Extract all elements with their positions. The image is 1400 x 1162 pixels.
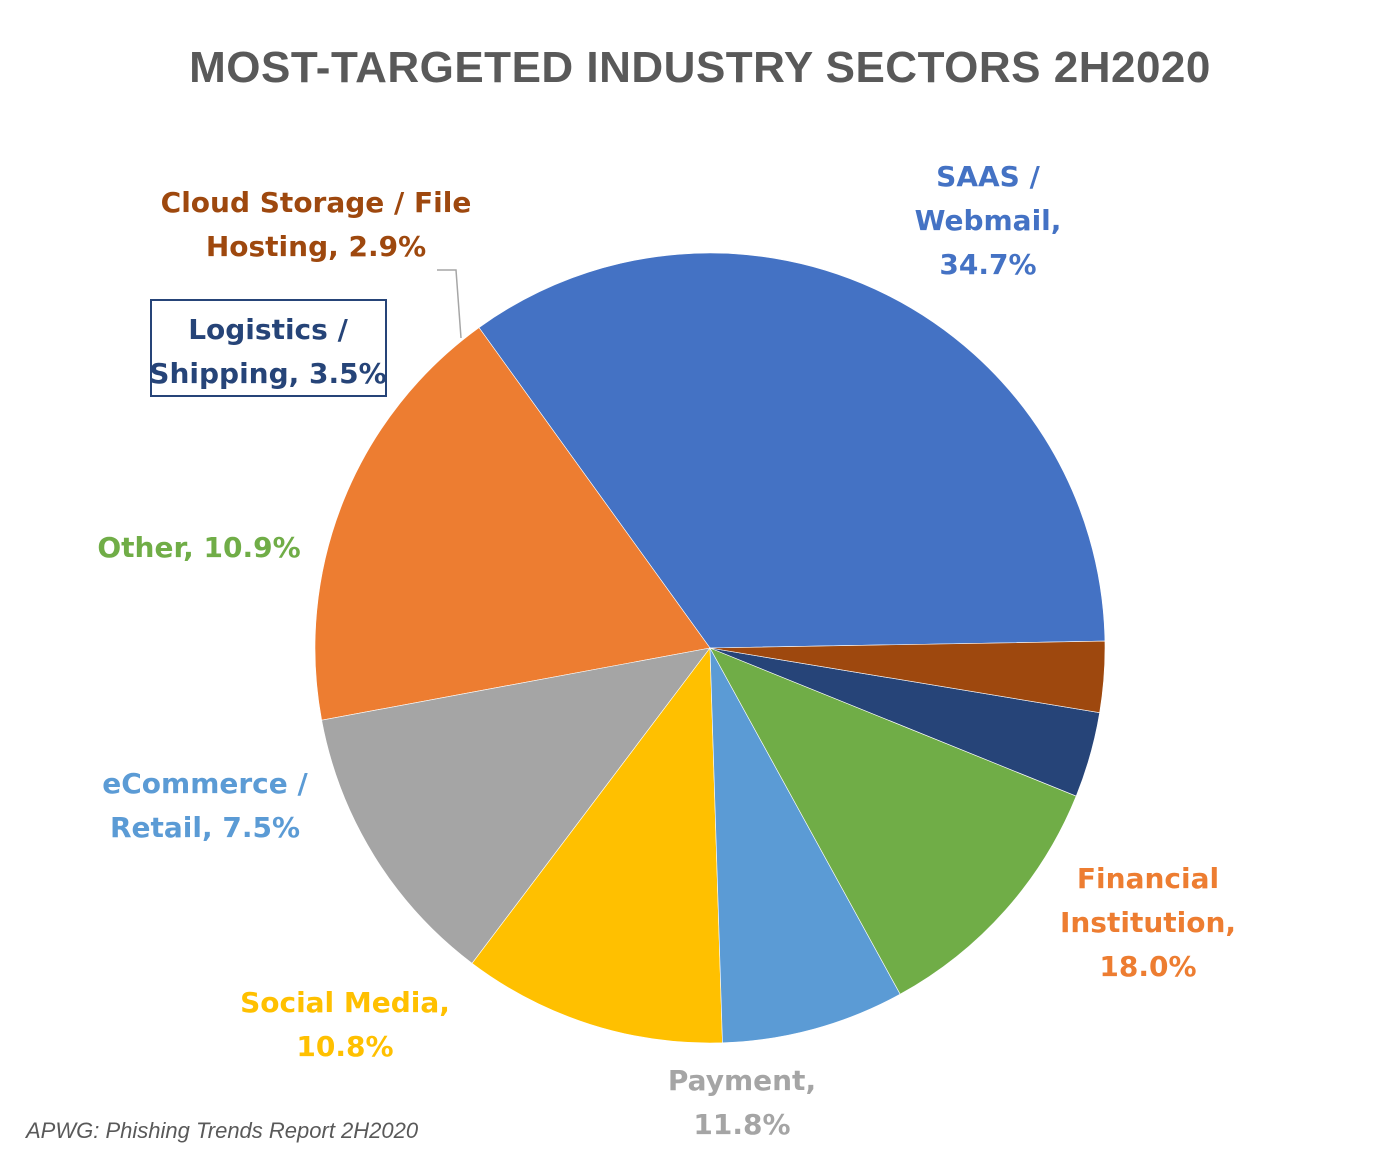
data-label-line: Hosting, 2.9% xyxy=(206,230,426,263)
pie-slice-ecommerce-retail xyxy=(709,647,901,1044)
data-label-line: Social Media, xyxy=(240,986,450,1019)
pie-slice-saas-webmail xyxy=(478,252,1106,649)
data-label-line: Shipping, 3.5% xyxy=(149,357,386,390)
pie-slice-cloud-storage-file-hosting xyxy=(709,640,1106,714)
pie-slice-financial-institution xyxy=(314,327,711,721)
data-label-line: Retail, 7.5% xyxy=(110,811,300,844)
data-label-line: SAAS / xyxy=(936,160,1040,193)
leader-line-cloud-storage-file-hosting xyxy=(437,269,462,339)
pie-slice-other xyxy=(709,647,1077,995)
data-label-other: Other, 10.9% xyxy=(97,531,300,564)
data-label-line: Logistics / xyxy=(188,313,348,346)
data-label-social-media: Social Media, 10.8% xyxy=(240,986,450,1063)
data-label-line: 11.8% xyxy=(693,1108,790,1141)
pie-slice-social-media xyxy=(471,647,723,1044)
source-note: APWG: Phishing Trends Report 2H2020 xyxy=(24,1118,419,1143)
data-label-line: eCommerce / xyxy=(102,767,308,800)
data-label-line: 10.8% xyxy=(296,1030,393,1063)
data-label-financial-institution: Financial Institution, 18.0% xyxy=(1060,862,1236,983)
data-label-saas-webmail: SAAS / Webmail, 34.7% xyxy=(915,160,1062,281)
data-label-line: Webmail, xyxy=(915,204,1062,237)
label-box-logistics-shipping xyxy=(150,299,387,397)
slice-labels: SAAS / Webmail, 34.7% Financial Institution,… xyxy=(97,160,1236,1141)
data-label-line: 34.7% xyxy=(939,248,1036,281)
data-label-payment: Payment, 11.8% xyxy=(668,1064,816,1141)
data-label-ecommerce-retail: eCommerce / Retail, 7.5% xyxy=(102,767,308,844)
data-label-line: 18.0% xyxy=(1099,950,1196,983)
data-label-cloud-storage-file-hosting: Cloud Storage / File Hosting, 2.9% xyxy=(161,186,472,263)
data-label-line: Financial xyxy=(1077,862,1219,895)
chart-title: MOST-TARGETED INDUSTRY SECTORS 2H2020 xyxy=(189,43,1211,92)
data-label-line: Payment, xyxy=(668,1064,816,1097)
pie-slices xyxy=(314,252,1106,1044)
data-label-logistics-shipping: Logistics / Shipping, 3.5% xyxy=(149,313,386,390)
data-label-line: Institution, xyxy=(1060,906,1236,939)
data-label-line: Cloud Storage / File xyxy=(161,186,472,219)
pie-slice-payment xyxy=(321,647,711,964)
data-label-line: Other, 10.9% xyxy=(97,531,300,564)
